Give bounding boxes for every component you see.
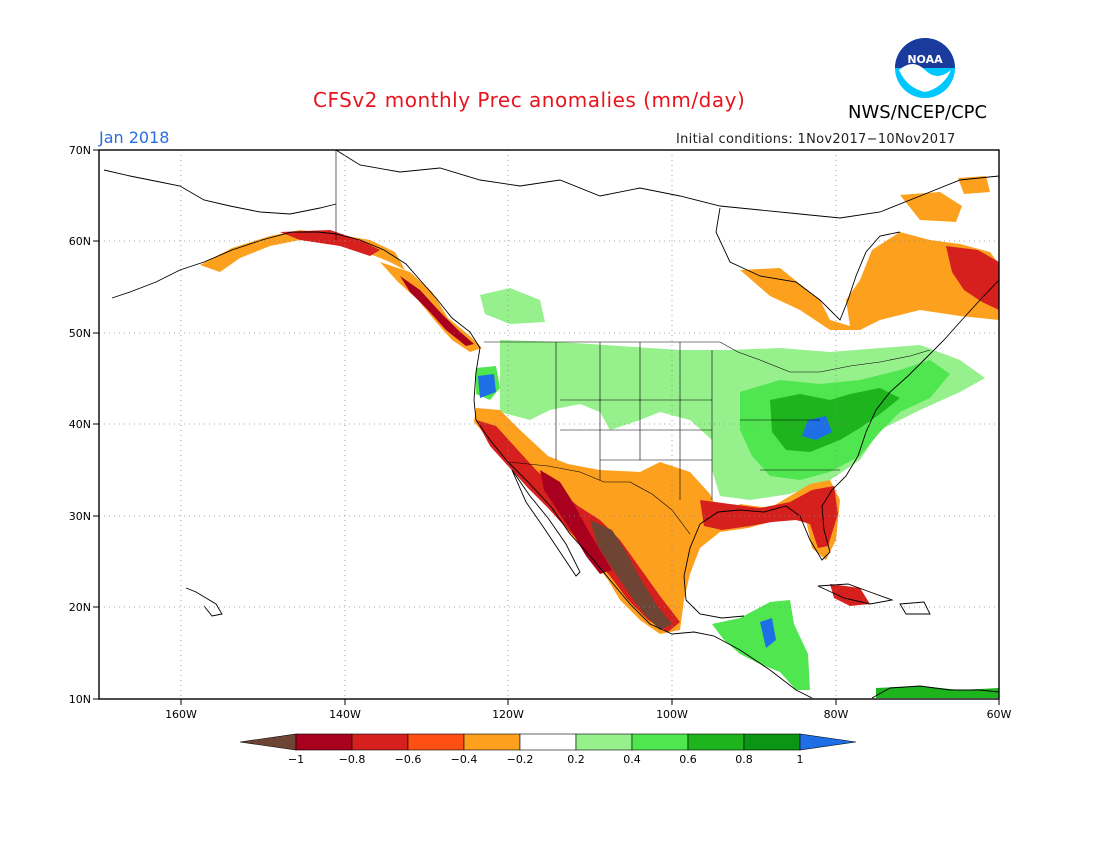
colorbar-arrow-high [799,733,857,751]
colorbar-label: −1 [288,753,304,766]
anomaly-central-america-strong [760,618,776,648]
anomaly-bc-coast-strong [400,276,474,346]
anomaly-central-america-wet [712,600,810,690]
latitude-labels: 70N 60N 50N 40N 30N 20N 10N [69,144,91,706]
coast-baja [511,469,581,577]
anomaly-greenland-dry [958,176,990,194]
colorbar-arrow-low [239,733,297,751]
noaa-logo: NOAA [895,38,955,98]
lat-label: 70N [69,144,91,157]
map-title: CFSv2 monthly Prec anomalies (mm/day) [313,88,746,112]
lat-label: 10N [69,693,91,706]
lon-label: 60W [987,708,1012,721]
coast-cuba [817,583,894,605]
lat-label: 20N [69,601,91,614]
lat-label: 60N [69,235,91,248]
lat-label: 50N [69,327,91,340]
colorbar-bin [463,733,521,751]
colorbar-bin [575,733,633,751]
coast-hispaniola [899,601,931,615]
colorbar-bin [295,733,353,751]
anomaly-canada-wet [480,288,545,324]
anomaly-southwest-dry [474,408,840,634]
logo-text: NOAA [907,53,943,66]
colorbar-label: 1 [797,753,804,766]
graticule [99,150,999,699]
border-us-mexico [507,461,691,535]
colorbar-label: −0.6 [395,753,422,766]
colorbar-bin [631,733,689,751]
coast-south-america [871,685,1000,699]
colorbar-label: −0.8 [339,753,366,766]
coast-arctic [335,149,1000,219]
colorbar-bin [407,733,465,751]
anomaly-ohio-strong [802,416,832,440]
agency-label: NWS/NCEP/CPC [848,102,988,123]
coast-alaska-north [103,169,337,215]
colorbar-label: 0.8 [735,753,753,766]
lon-label: 140W [329,708,361,721]
initial-conditions: Initial conditions: 1Nov2017−10Nov2017 [676,132,956,147]
anomaly-caribbean-dry [830,584,870,606]
coast-east [683,279,1000,619]
lon-label: 100W [656,708,688,721]
anomaly-mexico-extreme [590,520,672,630]
anomaly-baffin-dry [900,192,962,222]
coast-hudson-bay [715,207,901,321]
anomaly-south-america-wet [876,686,999,698]
colorbar: −1 −0.8 −0.6 −0.4 −0.2 0.2 0.4 0.6 0.8 1 [239,733,857,766]
forecast-month: Jan 2018 [99,128,170,147]
coastlines [103,149,1000,699]
coast-hawaii [185,587,223,617]
colorbar-bin [743,733,801,751]
colorbar-bin [351,733,409,751]
anomaly-baja-strong [540,470,612,574]
colorbar-label: −0.2 [507,753,534,766]
lon-label: 120W [492,708,524,721]
colorbar-bin [687,733,745,751]
longitude-labels: 160W 140W 120W 100W 80W 60W [165,708,1011,721]
political-borders [335,150,931,535]
lon-label: 160W [165,708,197,721]
colorbar-label: 0.6 [679,753,697,766]
border-us-canada [484,341,931,373]
axis-ticks [93,149,1000,705]
lat-label: 30N [69,510,91,523]
colorbar-label: 0.2 [567,753,585,766]
colorbar-label: 0.4 [623,753,641,766]
colorbar-label: −0.4 [451,753,478,766]
lon-label: 80W [824,708,849,721]
anomaly-alaska-coast [280,230,380,256]
anomaly-gulf-coast-dry [700,486,838,548]
colorbar-bin [519,733,577,751]
lat-label: 40N [69,418,91,431]
anomaly-quebec-dry [740,232,999,330]
coast-alaska [111,231,813,699]
anomaly-oregon-strong [478,374,496,398]
states [555,342,840,500]
